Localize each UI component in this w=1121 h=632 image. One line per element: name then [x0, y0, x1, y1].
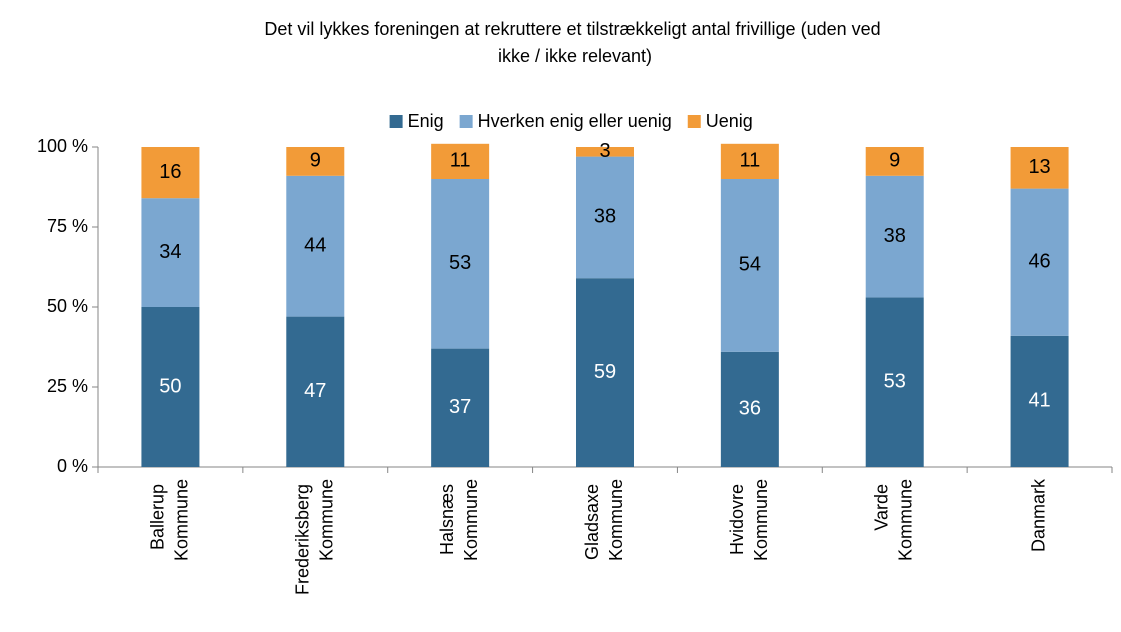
- data-label: 34: [159, 241, 181, 263]
- data-label: 37: [449, 396, 471, 418]
- data-label: 11: [739, 150, 760, 172]
- y-tick-label: 0 %: [57, 456, 88, 476]
- x-tick-label: Frederiksberg Kommune: [292, 479, 336, 595]
- y-tick-label: 75 %: [47, 216, 88, 236]
- x-tick-label: Gladsaxe Kommune: [582, 479, 626, 561]
- bar-segment: [576, 278, 634, 467]
- bar-segment: [865, 147, 924, 176]
- legend-label: Enig: [408, 111, 444, 131]
- data-label: 54: [739, 254, 761, 276]
- bar-segment: [720, 179, 779, 352]
- data-label: 36: [739, 398, 761, 420]
- x-tick-label: Halsnæs Kommune: [437, 479, 481, 561]
- bar-segment: [1010, 188, 1069, 336]
- data-label: 38: [594, 206, 616, 228]
- data-label: 53: [449, 252, 471, 274]
- data-label: 47: [304, 380, 326, 402]
- data-label: 9: [310, 150, 321, 172]
- data-label: 46: [1028, 250, 1050, 272]
- bar-segment: [286, 316, 345, 467]
- chart-title: Det vil lykkes foreningen at rekruttere …: [264, 19, 885, 66]
- legend-swatch: [389, 115, 403, 128]
- data-label: 41: [1028, 390, 1050, 412]
- x-tick-label: Varde Kommune: [871, 479, 915, 561]
- bar-segment: [720, 143, 779, 179]
- data-label: 9: [889, 150, 900, 172]
- bar-segment: [1010, 147, 1069, 189]
- bar-segment: [576, 147, 634, 157]
- bar-segment: [865, 297, 924, 467]
- legend-label: Hverken enig eller uenig: [478, 111, 672, 131]
- data-label: 59: [594, 361, 616, 383]
- data-label: 3: [599, 140, 610, 162]
- legend-swatch: [687, 115, 701, 128]
- bar-segment: [720, 351, 779, 467]
- bar-segment: [286, 147, 345, 176]
- y-tick-label: 25 %: [47, 376, 88, 396]
- legend-swatch: [459, 115, 473, 128]
- bar-segment: [1010, 335, 1069, 467]
- bar-segment: [865, 175, 924, 298]
- data-label: 53: [884, 370, 906, 392]
- data-label: 44: [304, 234, 326, 256]
- data-label: 11: [450, 150, 471, 172]
- bar-segment: [141, 147, 200, 199]
- bar-segment: [286, 175, 345, 317]
- bar-segment: [576, 156, 634, 279]
- bar-segment: [141, 307, 200, 467]
- y-tick-label: 50 %: [47, 296, 88, 316]
- bar-segment: [141, 198, 200, 307]
- data-label: 13: [1028, 156, 1050, 178]
- x-tick-label: Hvidovre Kommune: [727, 479, 771, 561]
- data-label: 16: [159, 161, 181, 183]
- legend-label: Uenig: [706, 111, 753, 131]
- bar-segment: [431, 348, 490, 467]
- x-tick-label: Danmark: [1028, 478, 1048, 552]
- data-label: 38: [884, 225, 906, 247]
- data-label: 50: [159, 375, 181, 397]
- bar-segment: [431, 143, 490, 179]
- y-tick-label: 100 %: [37, 136, 88, 156]
- x-tick-label: Ballerup Kommune: [147, 479, 191, 561]
- bar-segment: [431, 179, 490, 349]
